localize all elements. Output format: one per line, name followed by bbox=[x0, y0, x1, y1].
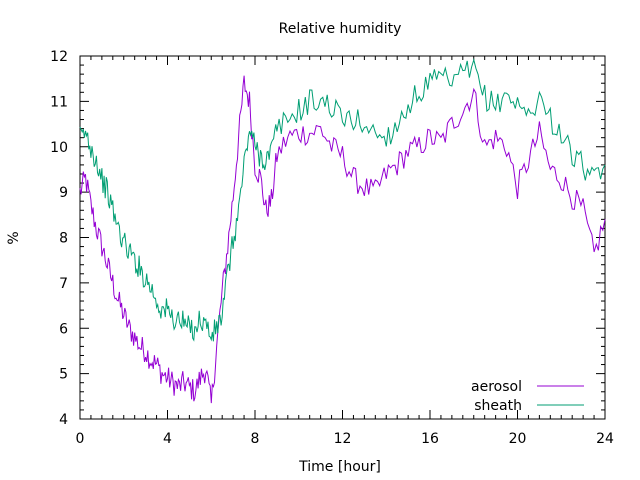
series-line-aerosol bbox=[79, 75, 606, 404]
legend-label-sheath: sheath bbox=[474, 398, 522, 414]
y-tick-label: 4 bbox=[59, 412, 68, 428]
x-tick-label: 24 bbox=[596, 431, 614, 447]
x-tick-label: 12 bbox=[334, 431, 352, 447]
y-axis-label: % bbox=[6, 231, 22, 244]
x-tick-label: 8 bbox=[251, 431, 260, 447]
y-tick-label: 5 bbox=[59, 367, 68, 383]
x-axis-label: Time [hour] bbox=[298, 459, 381, 475]
legend-label-aerosol: aerosol bbox=[471, 379, 522, 395]
series-line-sheath bbox=[79, 58, 606, 342]
series-lines bbox=[79, 58, 606, 404]
x-tick-label: 4 bbox=[163, 431, 172, 447]
y-tick-label: 6 bbox=[59, 321, 68, 337]
y-tick-label: 9 bbox=[59, 185, 68, 201]
y-tick-label: 10 bbox=[50, 140, 68, 156]
x-tick-label: 16 bbox=[421, 431, 439, 447]
y-tick-label: 7 bbox=[59, 276, 68, 292]
chart-title: Relative humidity bbox=[279, 21, 402, 37]
legend: aerosol sheath bbox=[471, 379, 584, 414]
y-tick-label: 11 bbox=[50, 94, 68, 110]
y-tick-label: 8 bbox=[59, 231, 68, 247]
y-tick-label: 12 bbox=[50, 49, 68, 65]
x-tick-label: 20 bbox=[509, 431, 527, 447]
x-tick-label: 0 bbox=[76, 431, 85, 447]
